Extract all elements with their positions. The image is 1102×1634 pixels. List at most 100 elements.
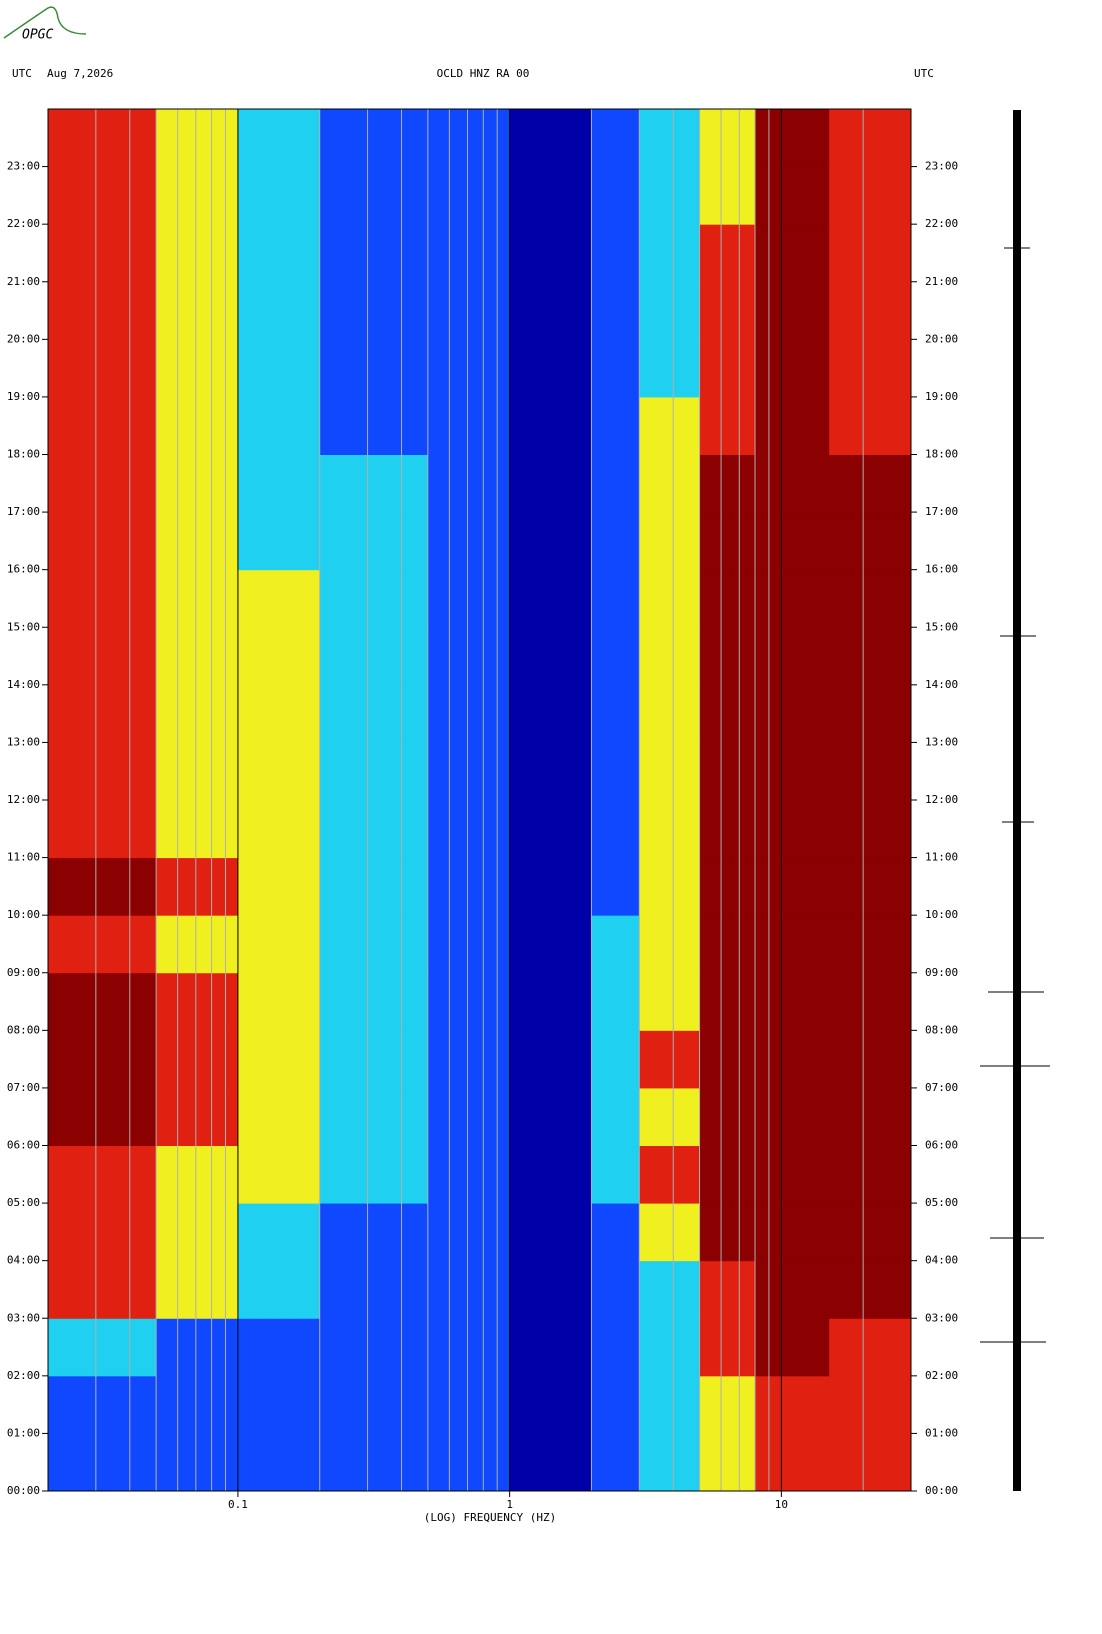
heat-cell (156, 1030, 239, 1089)
heat-cell (427, 857, 511, 916)
heat-cell (699, 1318, 756, 1377)
heat-cell (699, 857, 756, 916)
heat-cell (829, 742, 912, 801)
y-tick-label-right: 20:00 (925, 332, 958, 345)
y-tick-label-right: 10:00 (925, 908, 958, 921)
heat-cell (237, 1203, 321, 1262)
heat-cell (591, 1145, 640, 1204)
y-tick-label: 13:00 (7, 735, 40, 748)
heat-cell (156, 569, 239, 628)
heat-cell (699, 1433, 756, 1492)
heat-cell (591, 454, 640, 513)
heat-cell (699, 684, 756, 743)
heat-cell (319, 1145, 429, 1204)
heat-cell (237, 1318, 321, 1377)
x-tick-label: 1 (506, 1498, 513, 1511)
y-tick-label-right: 04:00 (925, 1254, 958, 1267)
heat-cell (509, 396, 592, 455)
heat-cell (319, 569, 429, 628)
heat-cell (639, 1318, 701, 1377)
heat-cell (237, 800, 321, 859)
heat-cell (237, 454, 321, 513)
heat-cell (699, 281, 756, 340)
heat-cell (48, 281, 157, 340)
heat-cell (319, 109, 429, 168)
heat-cell (319, 972, 429, 1031)
heat-cell (509, 1203, 592, 1262)
heat-cell (755, 972, 830, 1031)
heat-cell (591, 224, 640, 283)
heat-cell (755, 1087, 830, 1146)
y-tick-label: 10:00 (7, 908, 40, 921)
heat-cell (427, 1087, 511, 1146)
heat-cell (639, 339, 701, 398)
heat-cell (319, 224, 429, 283)
heat-cell (639, 1030, 701, 1089)
heat-cell (829, 569, 912, 628)
heat-cell (48, 1087, 157, 1146)
heat-cell (509, 627, 592, 686)
heat-cell (156, 224, 239, 283)
x-tick-label: 0.1 (228, 1498, 248, 1511)
heat-cell (319, 512, 429, 571)
heat-cell (509, 1260, 592, 1319)
heat-cell (755, 684, 830, 743)
y-tick-label-right: 06:00 (925, 1139, 958, 1152)
heat-cell (319, 684, 429, 743)
heat-cell (829, 915, 912, 974)
heat-cell (237, 1030, 321, 1089)
heat-cell (427, 1433, 511, 1492)
y-tick-label-right: 18:00 (925, 448, 958, 461)
heat-cell (591, 512, 640, 571)
y-tick-label: 02:00 (7, 1369, 40, 1382)
heat-cell (237, 109, 321, 168)
logo-curve (3, 6, 87, 39)
y-tick-label-right: 08:00 (925, 1023, 958, 1036)
heat-cell (755, 109, 830, 168)
heat-cell (755, 512, 830, 571)
heat-cell (509, 915, 592, 974)
logo: OPGC (3, 6, 87, 43)
heat-cell (509, 1145, 592, 1204)
y-tick-label: 21:00 (7, 275, 40, 288)
heat-cell (319, 915, 429, 974)
heat-cell (237, 684, 321, 743)
heat-cell (237, 1087, 321, 1146)
heat-cell (427, 454, 511, 513)
heat-cell (48, 1145, 157, 1204)
heat-cell (755, 396, 830, 455)
heat-cell (509, 1030, 592, 1089)
y-tick-label-right: 17:00 (925, 505, 958, 518)
y-tick-label: 11:00 (7, 851, 40, 864)
y-tick-label: 08:00 (7, 1023, 40, 1036)
heat-cell (591, 281, 640, 340)
x-tick-label: 10 (775, 1498, 788, 1511)
heat-cell (829, 281, 912, 340)
heat-cell (156, 1203, 239, 1262)
heat-cell (319, 1375, 429, 1434)
heat-cell (156, 800, 239, 859)
heat-cell (427, 1260, 511, 1319)
heat-cell (755, 1375, 830, 1434)
y-tick-label: 09:00 (7, 966, 40, 979)
heat-cell (48, 396, 157, 455)
heat-cell (591, 742, 640, 801)
y-tick-label-right: 09:00 (925, 966, 958, 979)
heat-cell (509, 109, 592, 168)
heat-cell (319, 454, 429, 513)
heat-cell (427, 915, 511, 974)
y-tick-label-right: 05:00 (925, 1196, 958, 1209)
y-tick-label: 18:00 (7, 448, 40, 461)
heat-cell (829, 1318, 912, 1377)
heat-cell (829, 972, 912, 1031)
y-tick-label-right: 11:00 (925, 851, 958, 864)
plot-frame (47, 108, 912, 1492)
heat-cell (427, 742, 511, 801)
heat-cell (319, 1433, 429, 1492)
heat-cell (427, 627, 511, 686)
heat-cell (755, 339, 830, 398)
date: Aug 7,2026 (47, 67, 113, 80)
heat-cell (237, 569, 321, 628)
heat-cell (509, 684, 592, 743)
heat-cell (509, 1318, 592, 1377)
